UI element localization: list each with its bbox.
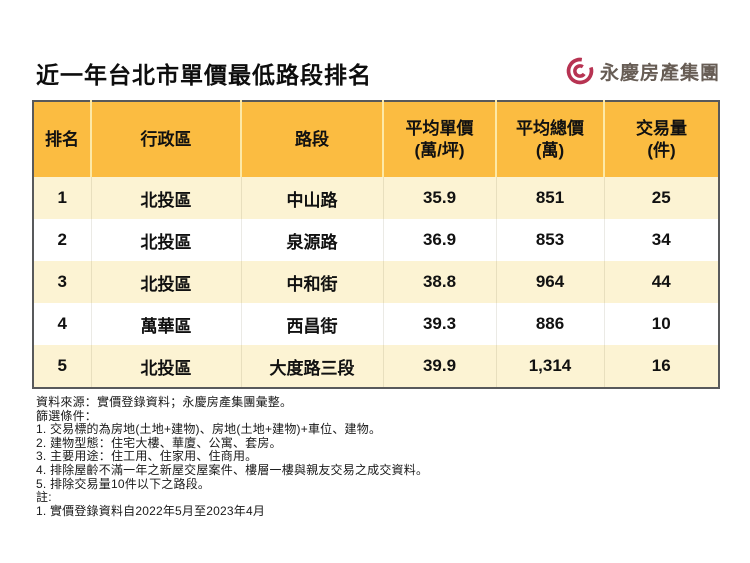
footnote-filter-3: 3. 主要用途：住工用、住家用、住商用。 xyxy=(36,449,258,464)
footnote-note-title: 註: xyxy=(36,490,52,505)
cell-volume: 44 xyxy=(603,261,719,303)
col-header-rank: 排名 xyxy=(33,101,91,177)
col-header-district: 行政區 xyxy=(90,101,241,177)
col-header-avg-total-price: 平均總價 (萬) xyxy=(495,101,604,177)
cell-rank: 4 xyxy=(57,314,67,333)
footnote-note-1: 1. 實價登錄資料自2022年5月至2023年4月 xyxy=(36,503,266,518)
table-header-row: 排名 行政區 路段 平均單價 (萬/坪) 平均總價 (萬) 交易量 (件) xyxy=(33,101,719,177)
cell-road: 泉源路 xyxy=(240,219,383,261)
cell-volume: 25 xyxy=(603,177,719,219)
cell-avg-total-price: 886 xyxy=(495,303,604,345)
cell-rank: 5 xyxy=(57,356,67,375)
cell-volume: 16 xyxy=(603,345,719,388)
cell-avg-total-price: 851 xyxy=(495,177,604,219)
table-row: 1 北投區 中山路 35.9 851 25 xyxy=(33,177,719,219)
col-header-avg-unit-price: 平均單價 (萬/坪) xyxy=(382,101,496,177)
page-title: 近一年台北市單價最低路段排名 xyxy=(36,62,372,88)
table-row: 2 北投區 泉源路 36.9 853 34 xyxy=(33,219,719,261)
brand-logo: 永慶房產集團 xyxy=(565,56,720,86)
table-row: 5 北投區 大度路三段 39.9 1,314 16 xyxy=(33,345,719,388)
col-header-volume: 交易量 (件) xyxy=(603,101,719,177)
footnote-filter-5: 5. 排除交易量10件以下之路段。 xyxy=(36,476,211,491)
cell-avg-total-price: 1,314 xyxy=(495,345,604,388)
cell-avg-unit-price: 39.9 xyxy=(382,345,496,388)
brand-name: 永慶房產集團 xyxy=(599,62,720,84)
cell-road: 大度路三段 xyxy=(240,345,383,388)
cell-district: 北投區 xyxy=(90,177,241,219)
footnotes: 資料來源：實價登錄資料；永慶房產集團彙整。 篩選條件： 1. 交易標的為房地(土… xyxy=(36,395,429,518)
cell-avg-unit-price: 39.3 xyxy=(382,303,496,345)
cell-avg-unit-price: 35.9 xyxy=(382,177,496,219)
footnote-filter-1: 1. 交易標的為房地(土地+建物)、房地(土地+建物)+車位、建物。 xyxy=(36,422,382,437)
cell-district: 北投區 xyxy=(90,261,241,303)
cell-rank: 3 xyxy=(57,272,67,291)
footnote-filter-2: 2. 建物型態：住宅大樓、華廈、公寓、套房。 xyxy=(36,435,282,450)
cell-rank: 2 xyxy=(57,230,67,249)
ranking-table: 排名 行政區 路段 平均單價 (萬/坪) 平均總價 (萬) 交易量 (件) 1 北投區… xyxy=(32,100,720,389)
cell-volume: 34 xyxy=(603,219,719,261)
table-row: 3 北投區 中和街 38.8 964 44 xyxy=(33,261,719,303)
footnote-filter-title: 篩選條件： xyxy=(36,408,98,423)
cell-volume: 10 xyxy=(603,303,719,345)
cell-road: 中山路 xyxy=(240,177,383,219)
cell-district: 北投區 xyxy=(90,345,241,388)
cell-road: 西昌街 xyxy=(240,303,383,345)
cell-avg-total-price: 853 xyxy=(495,219,604,261)
footnote-source: 資料來源：實價登錄資料；永慶房產集團彙整。 xyxy=(36,395,293,409)
brand-swirl-icon xyxy=(565,56,595,86)
cell-avg-unit-price: 38.8 xyxy=(382,261,496,303)
cell-avg-total-price: 964 xyxy=(495,261,604,303)
cell-district: 北投區 xyxy=(90,219,241,261)
table-row: 4 萬華區 西昌街 39.3 886 10 xyxy=(33,303,719,345)
cell-road: 中和街 xyxy=(240,261,383,303)
cell-avg-unit-price: 36.9 xyxy=(382,219,496,261)
cell-district: 萬華區 xyxy=(90,303,241,345)
footnote-filter-4: 4. 排除屋齡不滿一年之新屋交屋案件、樓層一樓與親友交易之成交資料。 xyxy=(36,462,429,477)
col-header-road: 路段 xyxy=(240,101,383,177)
cell-rank: 1 xyxy=(57,188,67,207)
